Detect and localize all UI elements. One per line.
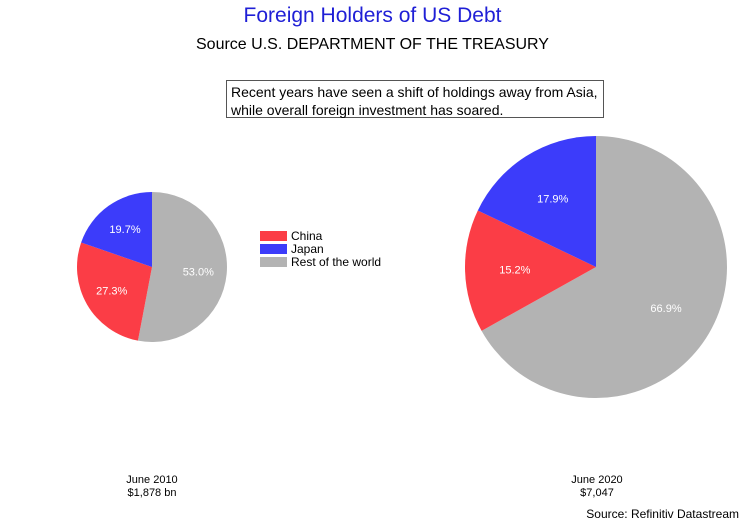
caption-2010: June 2010 $1,878 bn — [72, 474, 232, 500]
legend-label-rest-of-the-world: Rest of the world — [291, 255, 381, 269]
annotation-line-2: while overall foreign investment has soa… — [231, 102, 504, 118]
pie-chart-2020: 66.9% 15.2% 17.9% — [465, 136, 727, 398]
chart-title: Foreign Holders of US Debt — [243, 4, 502, 27]
slice-label-2010-rest-of-the-world: 53.0% — [183, 266, 214, 278]
slice-label-2020-japan: 17.9% — [537, 193, 568, 205]
pie-slice-2020-china — [465, 210, 596, 331]
source-note: Source: Refinitiv Datastream — [586, 507, 739, 521]
slice-label-2010-japan: 19.7% — [109, 224, 140, 236]
slice-label-2010-china: 27.3% — [96, 285, 127, 297]
chart-subtitle: Source U.S. DEPARTMENT OF THE TREASURY — [196, 36, 549, 53]
caption-2010-date: June 2010 — [126, 474, 178, 486]
legend-swatch-japan — [260, 244, 287, 254]
pie-slice-2010-japan — [81, 192, 152, 267]
slice-label-2020-rest-of-the-world: 66.9% — [650, 303, 681, 315]
pie-chart-2010: 53.0% 27.3% 19.7% — [77, 192, 227, 342]
legend-swatch-rest-of-the-world — [260, 257, 287, 267]
pie-slice-2010-china — [77, 242, 152, 341]
caption-2010-total: $1,878 bn — [127, 487, 177, 499]
legend-swatch-china — [260, 231, 287, 241]
annotation-box: Recent years have seen a shift of holdin… — [226, 80, 604, 118]
legend-label-china: China — [291, 229, 323, 243]
legend-label-japan: Japan — [291, 242, 324, 256]
caption-2020-date: June 2020 — [571, 474, 623, 486]
pie-slice-2020-japan — [477, 136, 596, 267]
pie-slice-2020-rest-of-the-world — [481, 136, 727, 398]
caption-2020: June 2020 $7,047 — [517, 474, 677, 500]
slice-label-2020-china: 15.2% — [499, 265, 530, 277]
caption-2020-total: $7,047 — [580, 487, 614, 499]
annotation-line-1: Recent years have seen a shift of holdin… — [231, 84, 598, 100]
pie-slice-2010-rest-of-the-world — [137, 192, 227, 342]
